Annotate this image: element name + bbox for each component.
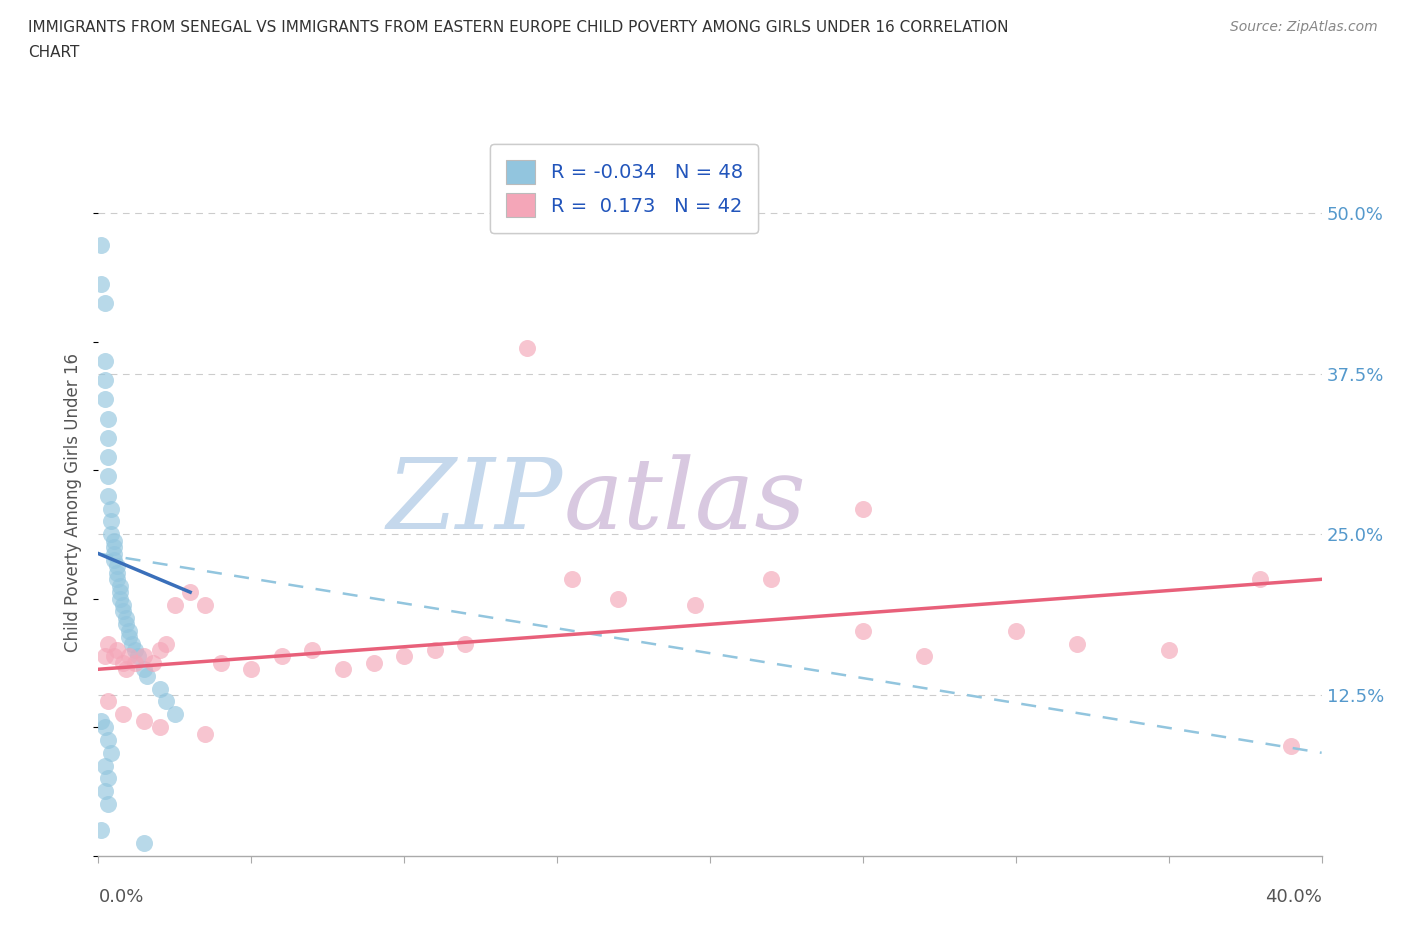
Point [105,559,128,574]
Point [111,656,134,671]
Point [103,649,125,664]
Point [97,469,120,484]
Point [1279,739,1302,754]
Point [1249,572,1271,587]
Point [852,623,875,638]
Point [179,585,201,600]
Y-axis label: Child Poverty Among Girls Under 16: Child Poverty Among Girls Under 16 [65,352,83,652]
Point [118,623,141,638]
Point [93,296,115,311]
Point [111,707,134,722]
Point [93,720,115,735]
Point [105,565,128,580]
Point [97,411,120,426]
Point [93,758,115,773]
Point [607,591,630,606]
Point [1157,643,1180,658]
Point [115,617,138,631]
Point [93,353,115,368]
Point [97,636,120,651]
Point [90,276,112,291]
Point [516,340,538,355]
Point [121,636,143,651]
Point [561,572,583,587]
Point [93,649,115,664]
Point [163,598,186,613]
Point [301,643,323,658]
Point [103,552,125,567]
Point [240,662,263,677]
Text: IMMIGRANTS FROM SENEGAL VS IMMIGRANTS FROM EASTERN EUROPE CHILD POVERTY AMONG GI: IMMIGRANTS FROM SENEGAL VS IMMIGRANTS FR… [28,20,1008,35]
Point [363,656,385,671]
Point [115,662,138,677]
Point [127,649,149,664]
Point [108,578,131,593]
Point [105,572,128,587]
Text: atlas: atlas [564,455,806,550]
Point [97,488,120,503]
Point [142,656,165,671]
Point [93,373,115,388]
Point [90,822,112,837]
Point [124,643,146,658]
Point [134,835,156,850]
Point [97,450,120,465]
Point [108,591,131,606]
Point [97,431,120,445]
Text: CHART: CHART [28,45,80,60]
Point [912,649,935,664]
Point [90,713,112,728]
Text: Source: ZipAtlas.com: Source: ZipAtlas.com [1230,20,1378,34]
Point [111,604,134,618]
Point [100,745,122,760]
Point [134,649,156,664]
Point [105,643,128,658]
Text: 40.0%: 40.0% [1265,888,1322,906]
Point [852,501,875,516]
Point [118,630,141,644]
Point [97,771,120,786]
Point [100,501,122,516]
Point [454,636,477,651]
Point [124,656,146,671]
Point [1066,636,1088,651]
Point [103,539,125,554]
Point [97,694,120,709]
Text: 0.0%: 0.0% [98,888,143,906]
Point [97,797,120,812]
Point [332,662,354,677]
Point [90,238,112,253]
Point [93,784,115,799]
Point [149,643,172,658]
Point [134,662,156,677]
Point [1004,623,1026,638]
Point [111,598,134,613]
Point [149,720,172,735]
Point [155,636,177,651]
Point [149,681,172,696]
Point [103,546,125,561]
Text: ZIP: ZIP [387,455,564,550]
Point [134,713,156,728]
Point [108,585,131,600]
Point [759,572,782,587]
Point [136,669,159,684]
Point [683,598,706,613]
Point [93,392,115,406]
Point [194,726,217,741]
Point [97,733,120,748]
Point [115,610,138,625]
Point [270,649,292,664]
Point [103,533,125,548]
Point [118,649,141,664]
Point [100,514,122,529]
Point [209,656,232,671]
Legend: R = -0.034   N = 48, R =  0.173   N = 42: R = -0.034 N = 48, R = 0.173 N = 42 [491,144,758,232]
Point [392,649,416,664]
Point [155,694,177,709]
Point [194,598,217,613]
Point [100,527,122,542]
Point [423,643,446,658]
Point [163,707,186,722]
